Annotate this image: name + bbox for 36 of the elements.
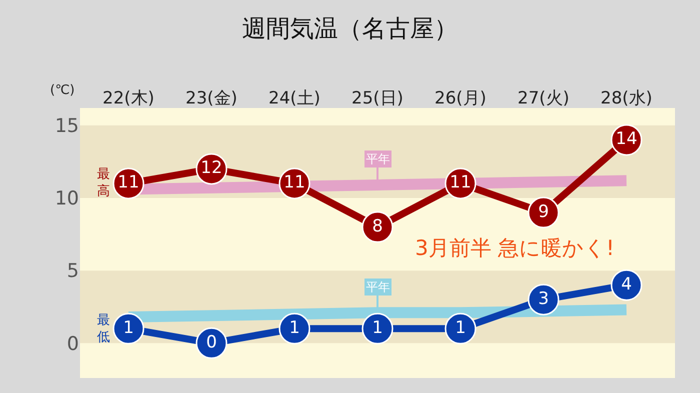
annotation: 3月前半 急に暖かく! xyxy=(415,236,614,260)
data-label: 14 xyxy=(616,129,638,150)
x-tick-label: 25(日) xyxy=(352,88,404,109)
y-tick-label: 0 xyxy=(66,332,79,355)
y-axis-title: (℃) xyxy=(50,83,75,98)
data-label: 11 xyxy=(118,172,140,193)
series-label: 平年 xyxy=(366,152,390,166)
x-tick-label: 23(金) xyxy=(186,88,238,109)
data-label: 1 xyxy=(289,318,300,338)
y-tick-label: 10 xyxy=(54,188,79,210)
data-label: 12 xyxy=(200,158,222,178)
data-label: 9 xyxy=(538,202,549,222)
x-tick-label: 24(土) xyxy=(268,88,320,109)
data-label: 1 xyxy=(123,318,134,338)
data-label: 11 xyxy=(450,172,472,193)
point xyxy=(278,312,310,344)
point xyxy=(362,312,394,344)
series-label: 最低 xyxy=(97,313,110,345)
y-tick-label: 15 xyxy=(54,115,79,138)
data-label: 4 xyxy=(621,274,632,294)
point xyxy=(444,312,476,344)
x-tick-label: 26(月) xyxy=(434,88,486,109)
data-label: 3 xyxy=(538,288,549,309)
series-label: 平年 xyxy=(366,280,390,294)
x-tick-label: 28(水) xyxy=(600,88,652,109)
x-tick-label: 27(火) xyxy=(518,88,570,109)
y-tick-label: 5 xyxy=(66,260,79,282)
point xyxy=(112,312,144,344)
data-label: 8 xyxy=(372,216,383,236)
data-label: 1 xyxy=(455,318,466,338)
data-label: 0 xyxy=(206,332,217,352)
data-label: 11 xyxy=(284,172,306,193)
data-label: 1 xyxy=(372,318,383,338)
x-tick-label: 22(木) xyxy=(102,88,154,109)
series-label: 最高 xyxy=(97,167,110,199)
chart-title: 週間気温（名古屋） xyxy=(242,14,458,42)
